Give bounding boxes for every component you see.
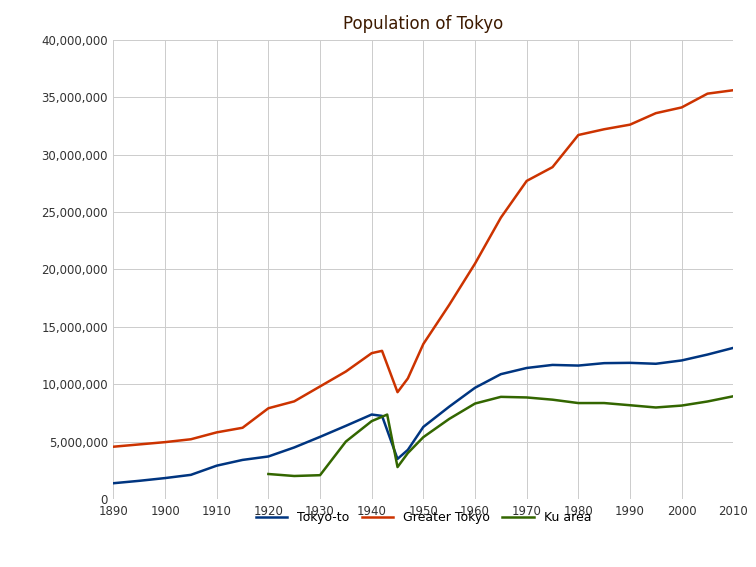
Tokyo-to <box>212 462 222 469</box>
Tokyo-to <box>470 384 479 391</box>
Ku area <box>574 400 583 407</box>
Tokyo-to <box>600 359 609 366</box>
Tokyo-to <box>186 471 195 478</box>
Title: Population of Tokyo: Population of Tokyo <box>343 15 503 32</box>
Line: Tokyo-to: Tokyo-to <box>113 348 733 483</box>
Ku area <box>496 393 505 400</box>
Ku area <box>677 402 686 409</box>
Ku area <box>600 400 609 407</box>
Ku area <box>341 438 350 445</box>
Tokyo-to <box>135 477 144 484</box>
Tokyo-to <box>522 365 531 371</box>
Greater Tokyo <box>290 398 299 405</box>
Ku area <box>367 418 376 425</box>
Tokyo-to <box>651 361 660 367</box>
Greater Tokyo <box>264 405 273 412</box>
Greater Tokyo <box>677 104 686 111</box>
Greater Tokyo <box>212 429 222 436</box>
Tokyo-to <box>290 444 299 451</box>
Tokyo-to <box>377 413 386 420</box>
Ku area <box>522 394 531 401</box>
Tokyo-to <box>393 455 402 462</box>
Greater Tokyo <box>729 87 738 94</box>
Tokyo-to <box>445 403 454 410</box>
Ku area <box>264 471 273 477</box>
Tokyo-to <box>677 357 686 364</box>
Tokyo-to <box>367 411 376 418</box>
Ku area <box>290 473 299 480</box>
Greater Tokyo <box>522 177 531 184</box>
Greater Tokyo <box>341 368 350 375</box>
Greater Tokyo <box>403 375 412 382</box>
Greater Tokyo <box>470 260 479 267</box>
Ku area <box>703 398 712 405</box>
Greater Tokyo <box>367 350 376 357</box>
Greater Tokyo <box>135 441 144 448</box>
Ku area <box>548 396 557 403</box>
Tokyo-to <box>625 359 634 366</box>
Ku area <box>393 464 402 471</box>
Greater Tokyo <box>109 443 118 450</box>
Greater Tokyo <box>703 90 712 97</box>
Greater Tokyo <box>445 302 454 308</box>
Tokyo-to <box>238 456 247 463</box>
Tokyo-to <box>419 424 428 430</box>
Ku area <box>383 411 392 418</box>
Tokyo-to <box>403 446 412 453</box>
Tokyo-to <box>548 362 557 369</box>
Ku area <box>445 416 454 422</box>
Greater Tokyo <box>496 214 505 221</box>
Greater Tokyo <box>574 132 583 138</box>
Legend: Tokyo-to, Greater Tokyo, Ku area: Tokyo-to, Greater Tokyo, Ku area <box>251 506 596 530</box>
Tokyo-to <box>264 453 273 460</box>
Ku area <box>419 434 428 441</box>
Line: Ku area: Ku area <box>268 396 733 476</box>
Ku area <box>470 400 479 407</box>
Greater Tokyo <box>625 121 634 128</box>
Greater Tokyo <box>315 383 324 390</box>
Ku area <box>315 472 324 479</box>
Ku area <box>403 450 412 456</box>
Greater Tokyo <box>160 439 169 446</box>
Tokyo-to <box>160 475 169 481</box>
Tokyo-to <box>109 480 118 486</box>
Line: Greater Tokyo: Greater Tokyo <box>113 90 733 447</box>
Greater Tokyo <box>393 389 402 396</box>
Greater Tokyo <box>186 436 195 443</box>
Greater Tokyo <box>377 348 386 354</box>
Tokyo-to <box>496 371 505 378</box>
Ku area <box>651 404 660 411</box>
Greater Tokyo <box>651 110 660 117</box>
Greater Tokyo <box>548 164 557 171</box>
Greater Tokyo <box>600 126 609 133</box>
Tokyo-to <box>729 345 738 352</box>
Greater Tokyo <box>238 424 247 431</box>
Tokyo-to <box>703 351 712 358</box>
Greater Tokyo <box>419 341 428 348</box>
Tokyo-to <box>574 362 583 369</box>
Tokyo-to <box>315 433 324 440</box>
Tokyo-to <box>341 422 350 429</box>
Ku area <box>729 393 738 400</box>
Ku area <box>625 402 634 409</box>
